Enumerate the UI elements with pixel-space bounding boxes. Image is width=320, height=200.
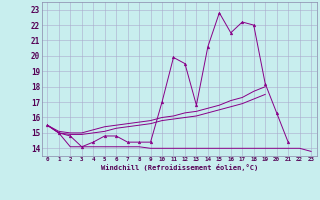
X-axis label: Windchill (Refroidissement éolien,°C): Windchill (Refroidissement éolien,°C) — [100, 164, 258, 171]
